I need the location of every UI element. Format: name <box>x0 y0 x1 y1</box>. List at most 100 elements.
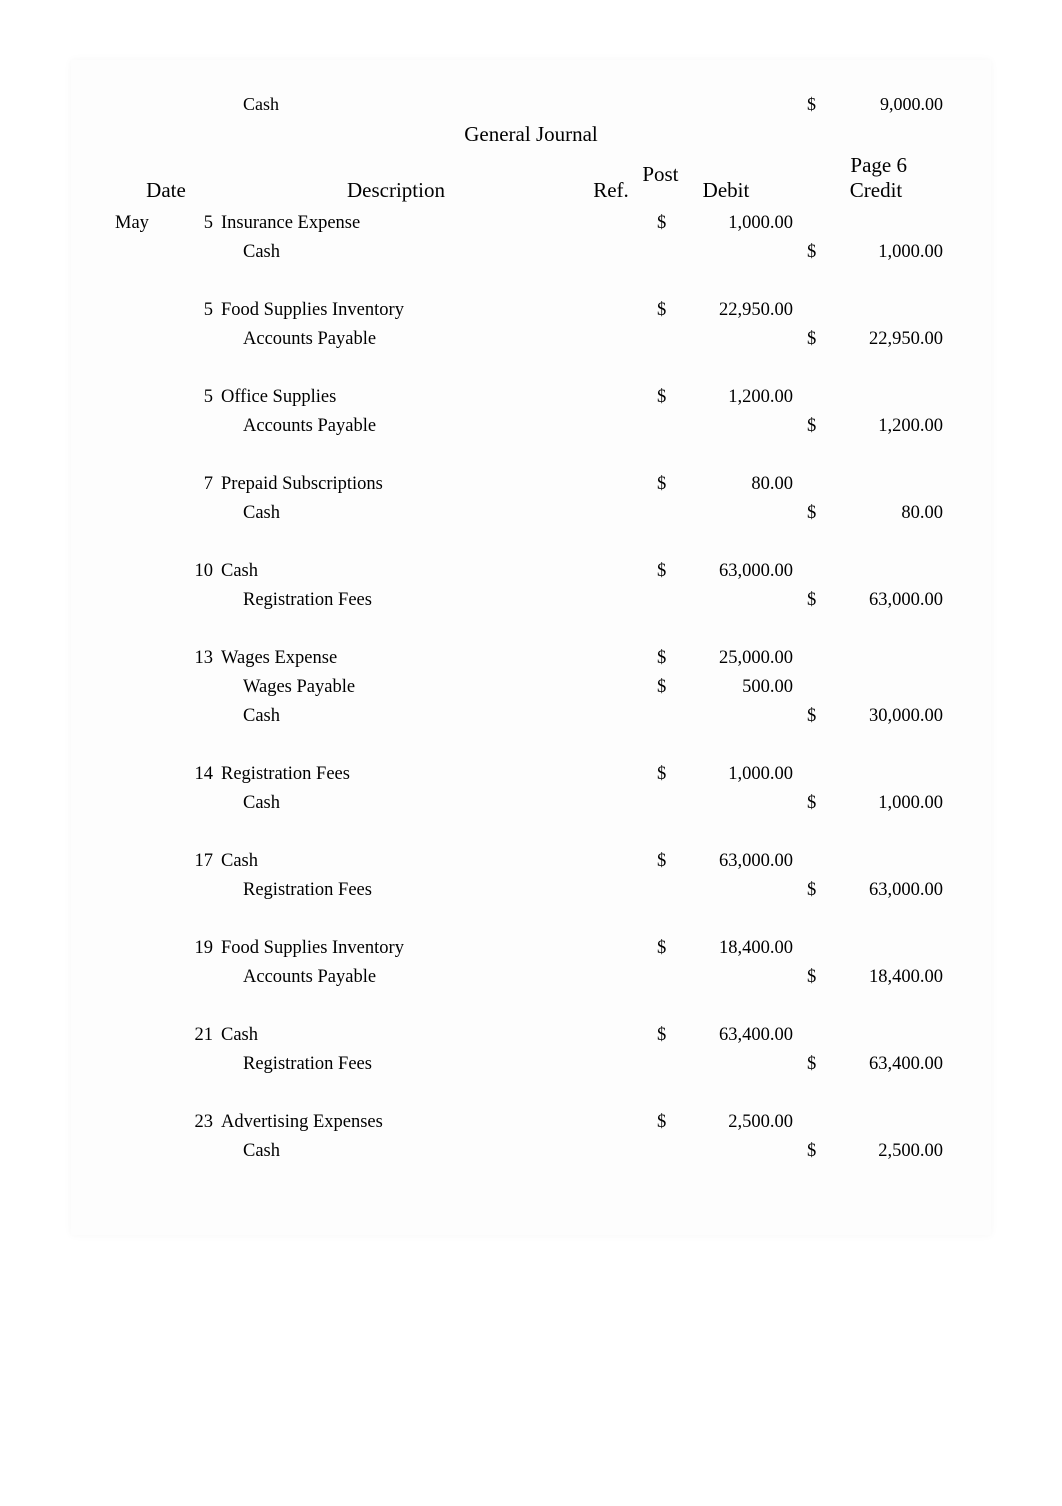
journal-line: 19Food Supplies Inventory$18,400.00 <box>111 934 951 963</box>
description-cell: Cash <box>221 503 571 524</box>
description-cell: Cash <box>221 561 571 582</box>
credit-amount: $63,000.00 <box>801 880 951 901</box>
journal-title: General Journal <box>111 118 951 153</box>
credit-amount-value: 1,000.00 <box>827 242 951 263</box>
credit-amount: $1,200.00 <box>801 416 951 437</box>
debit-amount-value: 25,000.00 <box>677 648 801 669</box>
journal-line: Registration Fees $63,000.00 <box>111 876 951 905</box>
journal-line: Cash$2,500.00 <box>111 1137 951 1166</box>
day-cell: 14 <box>171 764 221 785</box>
header-date: Date <box>111 178 221 203</box>
currency-symbol: $ <box>651 938 677 959</box>
day-cell: 17 <box>171 851 221 872</box>
debit-amount: $63,400.00 <box>651 1025 801 1046</box>
journal-line: 7Prepaid Subscriptions$80.00 <box>111 470 951 499</box>
credit-amount-value: 80.00 <box>827 503 951 524</box>
credit-amount: $80.00 <box>801 503 951 524</box>
description-cell: Cash <box>221 706 571 727</box>
journal-line: Cash $1,000.00 <box>111 238 951 267</box>
postref-header: Post <box>620 163 700 188</box>
debit-amount-value: 1,000.00 <box>677 764 801 785</box>
currency-symbol: $ <box>651 648 677 669</box>
entry-spacer <box>111 905 951 934</box>
credit-amount: $1,000.00 <box>801 242 951 263</box>
currency-symbol: $ <box>801 329 827 350</box>
currency-symbol: $ <box>801 880 827 901</box>
journal-line: Accounts Payable $1,200.00 <box>111 412 951 441</box>
description-cell: Wages Payable <box>221 677 571 698</box>
debit-amount-value: 500.00 <box>677 677 801 698</box>
journal-line: 5Food Supplies Inventory$22,950.00 <box>111 296 951 325</box>
currency-symbol: $ <box>651 300 677 321</box>
journal-container: Cash $ 9,000.00 General Journal Post Pag… <box>71 60 991 1235</box>
description-cell: Registration Fees <box>221 764 571 785</box>
debit-amount: $80.00 <box>651 474 801 495</box>
top-account-label: Cash <box>221 94 571 115</box>
journal-line: Accounts Payable$18,400.00 <box>111 963 951 992</box>
page-label: Page 6 <box>850 153 907 178</box>
description-cell: Registration Fees <box>221 880 571 901</box>
currency-symbol: $ <box>801 590 827 611</box>
debit-amount: $22,950.00 <box>651 300 801 321</box>
journal-line: Wages Payable $500.00 <box>111 673 951 702</box>
page-number-row: Post Page 6 <box>111 153 951 178</box>
entry-spacer <box>111 354 951 383</box>
header-description: Description <box>221 178 571 203</box>
day-cell: 7 <box>171 474 221 495</box>
currency-symbol: $ <box>651 677 677 698</box>
journal-line: 5Office Supplies$1,200.00 <box>111 383 951 412</box>
debit-amount: $63,000.00 <box>651 561 801 582</box>
currency-symbol: $ <box>801 793 827 814</box>
currency-symbol: $ <box>801 1054 827 1075</box>
journal-line: May5Insurance Expense$1,000.00 <box>111 209 951 238</box>
description-cell: Registration Fees <box>221 590 571 611</box>
credit-amount-value: 63,000.00 <box>827 880 951 901</box>
debit-amount-value: 2,500.00 <box>677 1112 801 1133</box>
currency-symbol: $ <box>801 94 827 115</box>
credit-amount: $18,400.00 <box>801 967 951 988</box>
debit-amount-value: 80.00 <box>677 474 801 495</box>
journal-line: 17Cash$63,000.00 <box>111 847 951 876</box>
credit-amount-value: 63,000.00 <box>827 590 951 611</box>
description-cell: Cash <box>221 793 571 814</box>
entry-spacer <box>111 818 951 847</box>
journal-line: 13Wages Expense$25,000.00 <box>111 644 951 673</box>
header-credit: Credit <box>801 178 951 203</box>
journal-entries: May5Insurance Expense$1,000.00 Cash $1,000… <box>111 209 951 1195</box>
description-cell: Accounts Payable <box>221 416 571 437</box>
currency-symbol: $ <box>651 1025 677 1046</box>
credit-amount: $1,000.00 <box>801 793 951 814</box>
credit-amount: $63,400.00 <box>801 1054 951 1075</box>
currency-symbol: $ <box>651 851 677 872</box>
journal-line: 14Registration Fees$1,000.00 <box>111 760 951 789</box>
column-headers: Date Description Ref. Debit Credit <box>111 178 951 209</box>
credit-amount-value: 22,950.00 <box>827 329 951 350</box>
entry-spacer <box>111 992 951 1021</box>
day-cell: 5 <box>171 300 221 321</box>
description-cell: Food Supplies Inventory <box>221 938 571 959</box>
description-cell: Accounts Payable <box>221 329 571 350</box>
day-cell: 10 <box>171 561 221 582</box>
day-cell: 5 <box>171 387 221 408</box>
currency-symbol: $ <box>651 213 677 234</box>
day-cell: 23 <box>171 1112 221 1133</box>
entry-spacer <box>111 267 951 296</box>
debit-amount-value: 1,200.00 <box>677 387 801 408</box>
top-credit-amount: $ 9,000.00 <box>801 94 951 115</box>
credit-amount: $22,950.00 <box>801 329 951 350</box>
currency-symbol: $ <box>651 1112 677 1133</box>
journal-line: 23Advertising Expenses$2,500.00 <box>111 1108 951 1137</box>
currency-symbol: $ <box>801 242 827 263</box>
top-carryover-row: Cash $ 9,000.00 <box>111 90 951 118</box>
debit-amount: $1,000.00 <box>651 213 801 234</box>
description-cell: Cash <box>221 242 571 263</box>
credit-amount-value: 1,000.00 <box>827 793 951 814</box>
debit-amount-value: 1,000.00 <box>677 213 801 234</box>
debit-amount-value: 63,400.00 <box>677 1025 801 1046</box>
debit-amount-value: 22,950.00 <box>677 300 801 321</box>
credit-amount: $30,000.00 <box>801 706 951 727</box>
credit-amount: $2,500.00 <box>801 1141 951 1162</box>
description-cell: Cash <box>221 1025 571 1046</box>
entry-spacer <box>111 441 951 470</box>
day-cell: 13 <box>171 648 221 669</box>
